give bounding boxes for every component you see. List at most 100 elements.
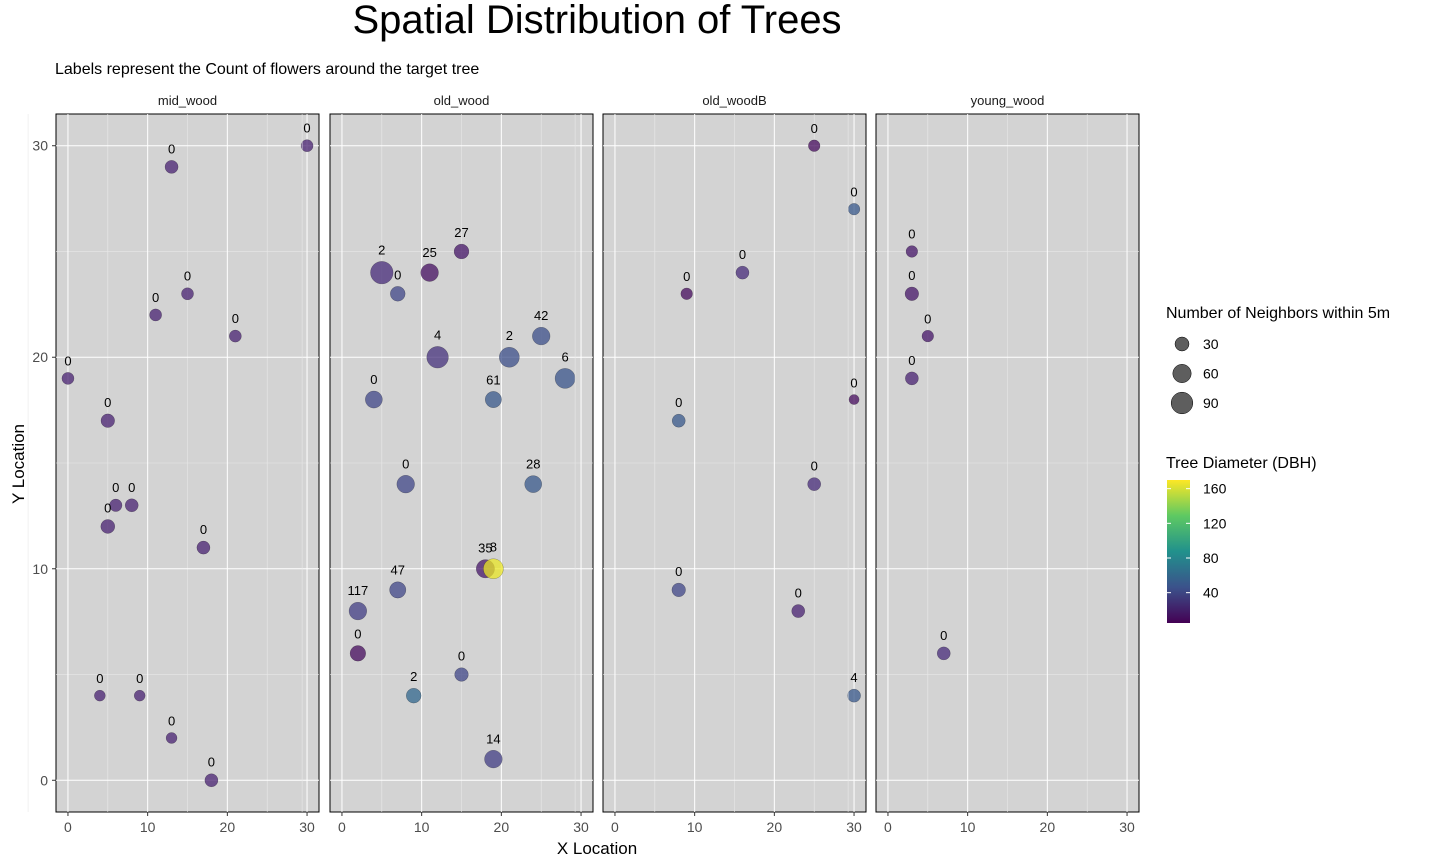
tree-point <box>229 329 242 343</box>
y-tick-label: 10 <box>32 561 48 577</box>
tree-point <box>808 139 821 152</box>
point-label: 0 <box>795 586 802 601</box>
tree-point <box>348 601 367 621</box>
y-tick-label: 30 <box>32 138 48 154</box>
x-tick-label: 20 <box>1040 819 1056 835</box>
point-label: 0 <box>850 184 857 199</box>
panel-young_wood: young_wood 0 10 20 30 0 0 0 0 0 <box>847 93 1140 835</box>
size-legend-keys: 30 60 90 <box>1170 336 1219 415</box>
point-label: 0 <box>104 500 111 515</box>
point-label: 42 <box>534 308 548 323</box>
x-tick-label: 0 <box>338 819 346 835</box>
tree-point <box>499 346 520 368</box>
tree-point <box>370 261 394 285</box>
tree-point <box>936 646 951 661</box>
tree-point <box>483 558 504 580</box>
point-label: 27 <box>454 225 468 240</box>
tree-point <box>671 582 686 597</box>
tree-point <box>904 286 919 301</box>
x-tick-label: 0 <box>64 819 72 835</box>
point-label: 0 <box>683 269 690 284</box>
point-label: 28 <box>526 457 540 472</box>
x-tick-label: 30 <box>299 819 315 835</box>
point-label: 2 <box>378 242 385 257</box>
point-label: 35 <box>478 541 492 556</box>
x-tick-label: 0 <box>884 819 892 835</box>
point-label: 25 <box>422 245 436 260</box>
legend: Number of Neighbors within 5m 30 60 90 Tre… <box>1166 305 1390 623</box>
tree-point <box>349 645 366 662</box>
tree-point <box>406 687 422 704</box>
size-legend-label: 90 <box>1203 395 1219 411</box>
x-tick-label: 20 <box>220 819 236 835</box>
point-label: 0 <box>168 141 175 156</box>
tree-point <box>524 475 542 493</box>
point-label: 0 <box>924 311 931 326</box>
colorbar-label: 40 <box>1203 585 1219 601</box>
point-label: 0 <box>402 456 409 471</box>
point-label: 0 <box>128 480 135 495</box>
color-legend-title: Tree Diameter (DBH) <box>1166 455 1317 472</box>
point-label: 0 <box>811 459 818 474</box>
point-label: 0 <box>908 353 915 368</box>
tree-point <box>454 667 469 682</box>
point-label: 14 <box>486 731 500 746</box>
tree-point <box>791 604 806 618</box>
facet-strip-label: young_wood <box>971 93 1045 108</box>
tree-point <box>807 477 821 491</box>
point-label: 0 <box>168 713 175 728</box>
colorbar-label: 80 <box>1203 550 1219 566</box>
size-legend-key <box>1172 364 1192 383</box>
tree-point <box>671 413 686 428</box>
tree-point <box>484 391 502 408</box>
tree-point <box>532 326 551 346</box>
size-legend-key <box>1174 336 1190 352</box>
point-label: 4 <box>434 327 441 342</box>
colorbar-label: 160 <box>1203 481 1227 497</box>
size-legend-title: Number of Neighbors within 5m <box>1166 305 1390 322</box>
tree-point <box>735 265 750 280</box>
tree-point <box>61 372 75 385</box>
tree-point <box>124 498 139 513</box>
size-legend-label: 30 <box>1203 336 1219 352</box>
size-legend-key <box>1170 391 1194 415</box>
point-label: 0 <box>850 375 857 390</box>
axes: X Location Y Location <box>9 424 637 858</box>
tree-point <box>848 394 860 405</box>
y-tick-label: 20 <box>32 349 48 365</box>
point-label: 8 <box>490 540 497 555</box>
tree-point <box>554 368 576 389</box>
tree-point <box>390 286 406 302</box>
x-tick-label: 30 <box>1119 819 1135 835</box>
point-label: 0 <box>136 671 143 686</box>
y-axis-title: Y Location <box>9 424 28 504</box>
tree-point <box>453 243 470 260</box>
point-label: 0 <box>675 564 682 579</box>
tree-point <box>100 413 115 428</box>
point-label: 0 <box>394 267 401 282</box>
x-tick-label: 20 <box>494 819 510 835</box>
point-label: 6 <box>561 349 568 364</box>
chart-subtitle: Labels represent the Count of flowers ar… <box>55 61 480 78</box>
point-label: 0 <box>96 671 103 686</box>
facet-strip-label: mid_wood <box>158 93 217 108</box>
point-label: 117 <box>348 583 369 598</box>
tree-point <box>847 688 861 703</box>
tree-point <box>365 390 383 409</box>
point-label: 0 <box>200 522 207 537</box>
point-label: 0 <box>458 649 465 664</box>
point-label: 0 <box>811 121 818 136</box>
point-label: 0 <box>303 121 310 136</box>
point-label: 0 <box>739 247 746 262</box>
point-label: 2 <box>506 328 513 343</box>
tree-point <box>389 581 407 599</box>
x-tick-label: 30 <box>846 819 862 835</box>
tree-point <box>181 287 194 301</box>
x-tick-label: 0 <box>611 819 619 835</box>
panel-old_woodB: old_woodB 0 10 20 30 0 0 0 0 0 0 0 0 0 4 <box>574 93 867 835</box>
tree-point <box>196 540 211 555</box>
x-tick-label: 10 <box>687 819 703 835</box>
